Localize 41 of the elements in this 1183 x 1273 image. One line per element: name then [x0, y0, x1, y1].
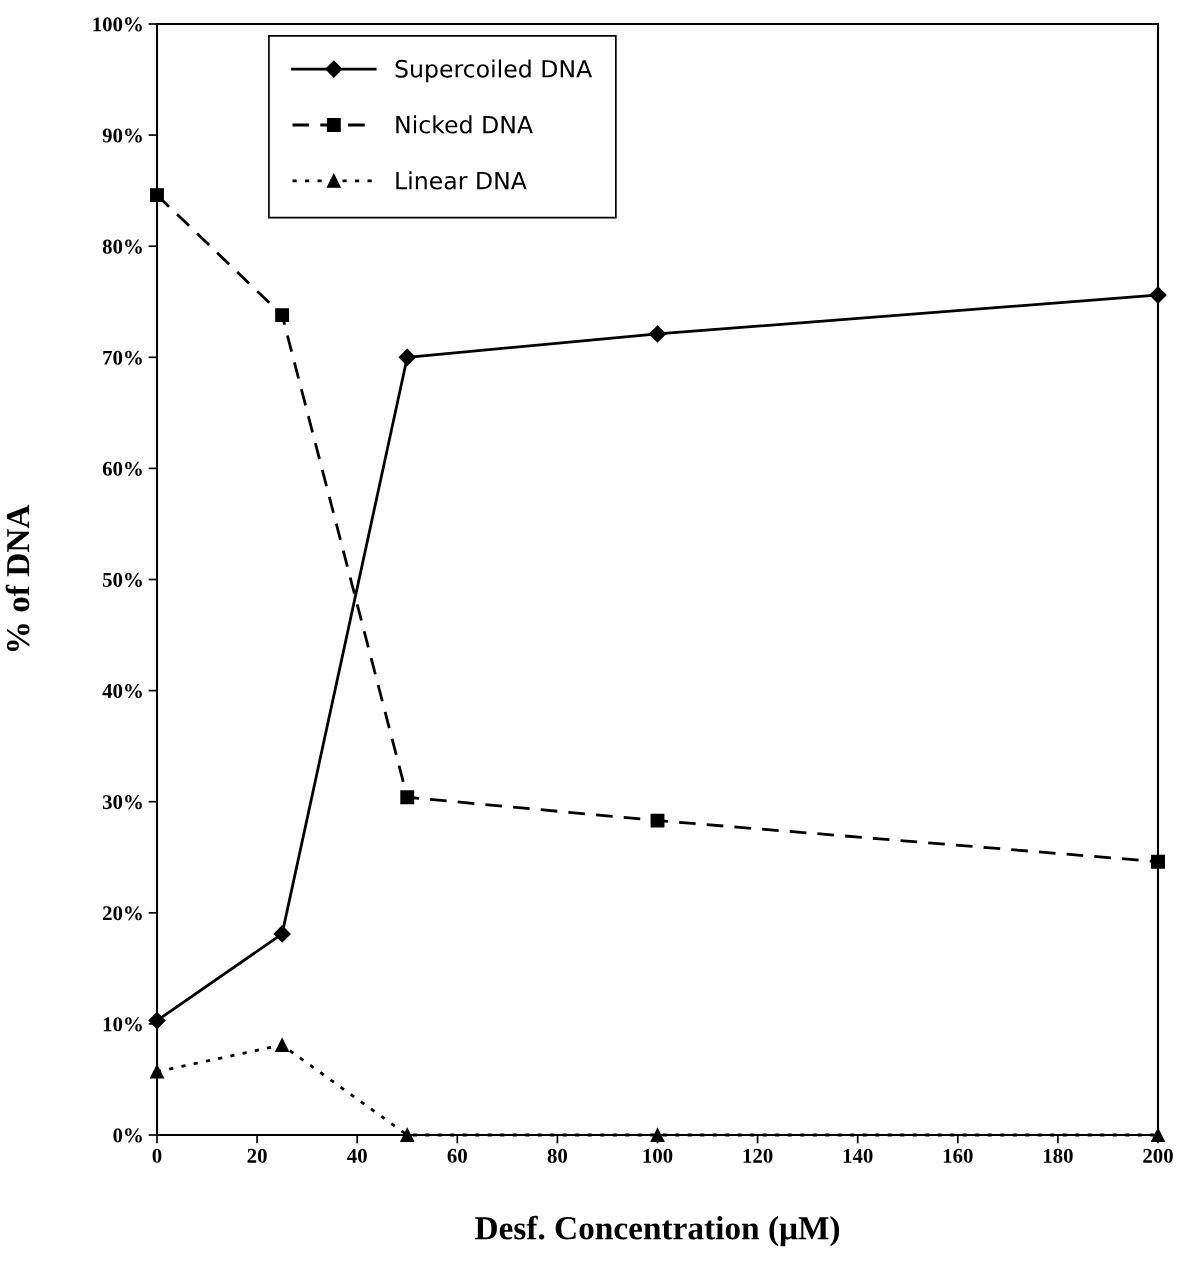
point [1151, 854, 1165, 869]
x-tick-label: 160 [943, 1148, 973, 1163]
point [400, 790, 415, 805]
point [1149, 286, 1167, 304]
point [650, 813, 665, 828]
x-tick-label: 100 [643, 1148, 673, 1163]
point [150, 188, 164, 203]
point [648, 325, 667, 343]
x-tick-label: 20 [247, 1148, 267, 1163]
y-tick-label: 0% [113, 1128, 142, 1143]
y-tick-label: 40% [102, 683, 142, 699]
y-tick-label: 30% [102, 795, 142, 810]
point [398, 348, 416, 366]
y-tick-label: 80% [102, 239, 142, 254]
point [150, 1064, 164, 1079]
x-tick-label: 180 [1043, 1148, 1073, 1163]
y-tick-label: 60% [102, 461, 142, 476]
point [650, 1128, 665, 1142]
point [275, 308, 290, 323]
legend-label: Nicked DNA [396, 115, 533, 134]
y-tick-label: 70% [103, 350, 142, 365]
point [400, 1128, 415, 1142]
y-tick-label: 90% [102, 128, 142, 143]
x-tick-label: 40 [347, 1148, 367, 1163]
x-tick-label: 140 [843, 1148, 873, 1163]
y-axis-title: % of DNA [5, 504, 30, 652]
x-tick-label: 120 [743, 1148, 773, 1163]
point [273, 925, 291, 943]
x-tick-label: 80 [547, 1148, 568, 1163]
legend-label: Linear DNA [396, 171, 527, 190]
point [148, 1012, 166, 1030]
x-tick-label: 0 [152, 1148, 162, 1163]
x-tick-label: 60 [447, 1148, 467, 1163]
y-tick-label: 50% [102, 572, 142, 587]
x-tick-label: 200 [1143, 1148, 1173, 1163]
y-tick-label: 20% [103, 906, 142, 921]
point [275, 1038, 290, 1052]
y-tick-label: 100% [93, 17, 142, 32]
legend-label: Supercoiled DNA [395, 59, 593, 83]
y-tick-label: 10% [103, 1017, 142, 1032]
x-axis-title: Desf. Concentration (μM) [475, 1215, 840, 1247]
